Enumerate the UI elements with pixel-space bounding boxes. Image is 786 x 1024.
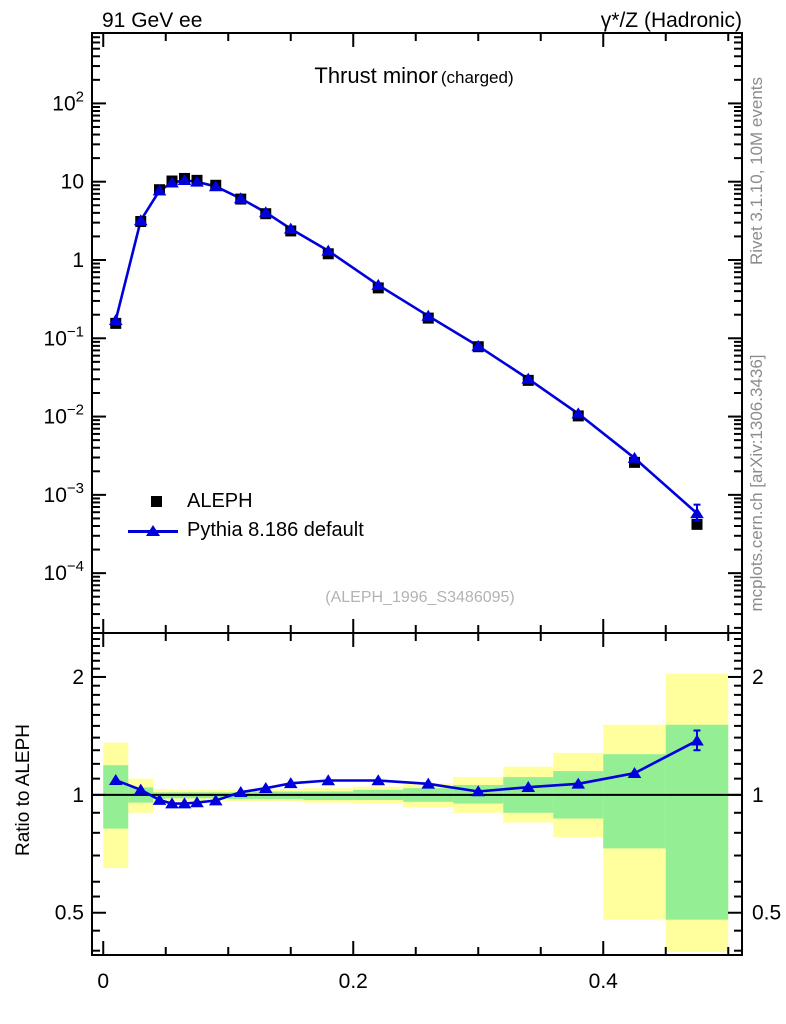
main-frame xyxy=(91,32,743,634)
ratio-green-band xyxy=(665,724,729,920)
ratio-y-tick-label-right: 1 xyxy=(752,784,764,807)
main-y-tick-label: 10−3 xyxy=(44,480,84,507)
ratio-y-tick-label-left: 2 xyxy=(72,666,84,689)
legend-mc-triangle-icon xyxy=(146,525,160,536)
mc-point-triangle xyxy=(283,222,298,234)
plot-title-sub: (charged) xyxy=(440,68,514,87)
ratio-point-triangle xyxy=(258,781,273,793)
main-y-tick-label: 1 xyxy=(72,249,84,272)
legend-data-square-marker xyxy=(151,496,162,507)
ratio-point-triangle xyxy=(571,777,586,789)
x-tick-label: 0 xyxy=(97,970,109,993)
mc-line xyxy=(114,178,698,515)
main-y-tick-label: 10−2 xyxy=(44,402,84,429)
ratio-point-triangle xyxy=(233,785,248,797)
ratio-point-triangle xyxy=(108,773,123,785)
ratio-point-triangle xyxy=(627,766,642,778)
ratio-axis-title: Ratio to ALEPH xyxy=(13,723,34,857)
mcplots-arxiv-label: mcplots.cern.ch [arXiv:1306.3436] xyxy=(747,354,766,612)
ratio-y-tick-label-right: 2 xyxy=(752,666,764,689)
mc-point-triangle xyxy=(108,314,123,326)
ratio-point-triangle xyxy=(321,774,336,786)
mc-point-triangle xyxy=(627,451,642,463)
ratio-point-triangle xyxy=(152,793,167,805)
ratio-point-triangle xyxy=(471,785,486,797)
mc-point-triangle xyxy=(165,176,179,188)
ratio-point-triangle xyxy=(208,794,223,806)
ratio-y-tick-label-left: 1 xyxy=(72,784,84,807)
mc-point-triangle xyxy=(177,173,192,185)
data-point-square xyxy=(691,518,703,530)
plot-title: Thrust minor (charged) xyxy=(314,63,513,89)
ratio-point-triangle xyxy=(283,777,298,789)
main-y-tick-label: 10−4 xyxy=(44,558,84,585)
ratio-point-triangle xyxy=(521,781,536,793)
ratio-point-triangle xyxy=(371,774,386,786)
main-y-tick-label: 10−1 xyxy=(44,323,84,350)
mc-point-triangle xyxy=(258,206,273,218)
process-label: γ*/Z (Hadronic) xyxy=(600,9,742,32)
mc-point-triangle xyxy=(133,214,148,226)
ratio-point-triangle xyxy=(690,734,704,746)
mc-point-triangle xyxy=(521,372,536,384)
plot-title-main: Thrust minor xyxy=(314,63,438,88)
mc-point-triangle xyxy=(371,278,386,290)
legend-label-aleph: ALEPH xyxy=(187,490,253,512)
mc-point-triangle xyxy=(571,407,586,419)
mc-point-triangle xyxy=(471,339,486,351)
ratio-y-tick-label-right: 0.5 xyxy=(752,902,781,925)
mc-point-triangle xyxy=(690,507,704,519)
analysis-id-watermark: (ALEPH_1996_S3486095) xyxy=(325,589,515,606)
mc-point-triangle xyxy=(233,192,248,204)
ratio-point-triangle xyxy=(177,797,192,809)
main-y-tick-label: 10 xyxy=(61,171,84,194)
main-y-tick-label: 102 xyxy=(52,88,84,115)
mc-point-triangle xyxy=(421,309,436,321)
mc-point-triangle xyxy=(190,175,204,187)
rivet-version-label: Rivet 3.1.10, 10M events xyxy=(747,76,766,266)
mc-point-triangle xyxy=(208,180,223,192)
x-tick-label: 0.4 xyxy=(589,970,619,993)
mc-point-triangle xyxy=(152,184,167,196)
beam-energy-label: 91 GeV ee xyxy=(102,9,203,32)
legend-label-pythia: Pythia 8.186 default xyxy=(187,519,364,541)
x-tick-label: 0.2 xyxy=(339,970,368,993)
mc-point-triangle xyxy=(321,244,336,256)
ratio-point-triangle xyxy=(421,777,436,789)
ratio-point-triangle xyxy=(133,783,148,795)
ratio-point-triangle xyxy=(190,796,204,808)
ratio-y-tick-label-left: 0.5 xyxy=(55,902,84,925)
ratio-point-triangle xyxy=(165,797,179,809)
